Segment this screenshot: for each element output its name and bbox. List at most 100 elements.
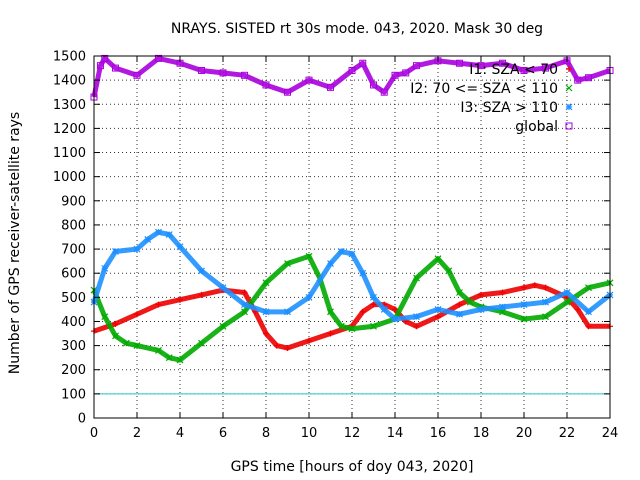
data-point — [241, 301, 248, 308]
data-point — [101, 54, 109, 62]
legend-label: I3: SZA > 110 — [460, 100, 558, 116]
series-i3-sza-110 — [90, 228, 614, 323]
data-point — [101, 313, 109, 321]
data-point — [499, 289, 506, 296]
x-tick-label: 8 — [262, 426, 270, 441]
data-point — [359, 269, 367, 277]
data-point — [155, 228, 162, 236]
data-point — [176, 356, 184, 364]
y-axis-label: Number of GPS receiver-satellite rays — [7, 112, 23, 374]
y-tick-label: 200 — [61, 363, 86, 378]
data-point — [348, 250, 356, 258]
x-tick-label: 2 — [133, 426, 141, 441]
legend-label: I1: SZA < 70 — [469, 62, 558, 78]
data-point — [305, 293, 313, 301]
data-point — [176, 243, 184, 251]
data-point — [306, 337, 312, 344]
data-point — [392, 306, 398, 313]
data-point — [370, 81, 377, 89]
data-point — [262, 279, 270, 287]
x-tick-label: 18 — [473, 426, 490, 441]
y-tick-label: 1300 — [53, 98, 86, 113]
legend-marker — [565, 122, 573, 130]
legend-label: I2: 70 <= SZA < 110 — [410, 81, 558, 97]
data-point — [402, 69, 410, 77]
data-point — [585, 284, 592, 292]
data-point — [563, 298, 571, 306]
data-point — [520, 66, 528, 74]
y-tick-label: 1400 — [53, 74, 86, 89]
data-point — [155, 301, 162, 308]
x-tick-label: 4 — [176, 426, 184, 441]
y-tick-label: 500 — [61, 291, 86, 306]
data-point — [133, 342, 141, 350]
y-tick-label: 800 — [61, 218, 86, 233]
data-point — [305, 252, 313, 260]
data-point — [520, 301, 528, 308]
y-tick-label: 300 — [61, 339, 86, 354]
data-point — [337, 248, 345, 255]
y-tick-label: 1200 — [53, 122, 86, 137]
data-point — [112, 332, 119, 340]
data-point — [348, 325, 356, 333]
data-point — [122, 339, 130, 347]
data-point — [198, 339, 205, 347]
y-tick-label: 1500 — [53, 50, 86, 65]
data-point — [542, 298, 549, 306]
data-point — [542, 284, 549, 291]
data-point — [413, 323, 420, 330]
data-point — [542, 313, 549, 321]
data-point — [477, 62, 485, 70]
data-point — [370, 301, 377, 308]
x-axis-label: GPS time [hours of doy 043, 2020] — [231, 459, 474, 475]
x-tick-label: 6 — [219, 426, 227, 441]
data-point — [413, 274, 420, 282]
data-point — [456, 301, 463, 308]
data-point — [327, 83, 334, 91]
x-tick-label: 0 — [90, 426, 98, 441]
data-point — [155, 347, 162, 354]
data-point — [198, 66, 205, 74]
legend-marker — [565, 84, 573, 92]
data-point — [262, 308, 270, 316]
data-point — [337, 322, 345, 330]
data-point — [370, 293, 377, 301]
legend-marker — [565, 103, 573, 111]
data-point — [477, 305, 485, 313]
data-point — [434, 255, 442, 263]
data-point — [413, 62, 420, 70]
data-point — [574, 76, 582, 84]
legend: I1: SZA < 70 I2: 70 <= SZA < 110 I3: SZA >… — [410, 62, 573, 135]
series-global — [90, 54, 614, 101]
data-point — [263, 330, 269, 337]
data-point — [499, 59, 506, 67]
chart-title: NRAYS. SISTED rt 30s mode. 043, 2020. Ma… — [171, 21, 543, 37]
x-tick-label: 14 — [387, 426, 404, 441]
x-tick-label: 10 — [301, 426, 318, 441]
data-point — [112, 64, 119, 72]
data-point — [133, 245, 141, 253]
y-tick-label: 900 — [61, 194, 86, 209]
data-point — [241, 308, 248, 316]
x-tick-label: 16 — [430, 426, 447, 441]
data-point — [380, 305, 388, 313]
y-tick-label: 100 — [61, 387, 86, 402]
x-tick-label: 20 — [516, 426, 533, 441]
data-point — [219, 322, 227, 330]
legend-marker — [566, 66, 572, 72]
data-point — [327, 330, 334, 337]
y-tick-label: 400 — [61, 315, 86, 330]
data-point — [466, 298, 474, 306]
data-point — [348, 66, 356, 74]
data-point — [305, 76, 313, 84]
data-point — [521, 284, 527, 291]
data-point — [198, 291, 205, 298]
data-point — [112, 248, 119, 255]
x-tick-label: 24 — [602, 426, 619, 441]
data-point — [284, 260, 291, 267]
data-point — [144, 235, 152, 243]
data-point — [478, 291, 484, 298]
data-point — [391, 315, 399, 323]
series-line — [91, 55, 611, 98]
